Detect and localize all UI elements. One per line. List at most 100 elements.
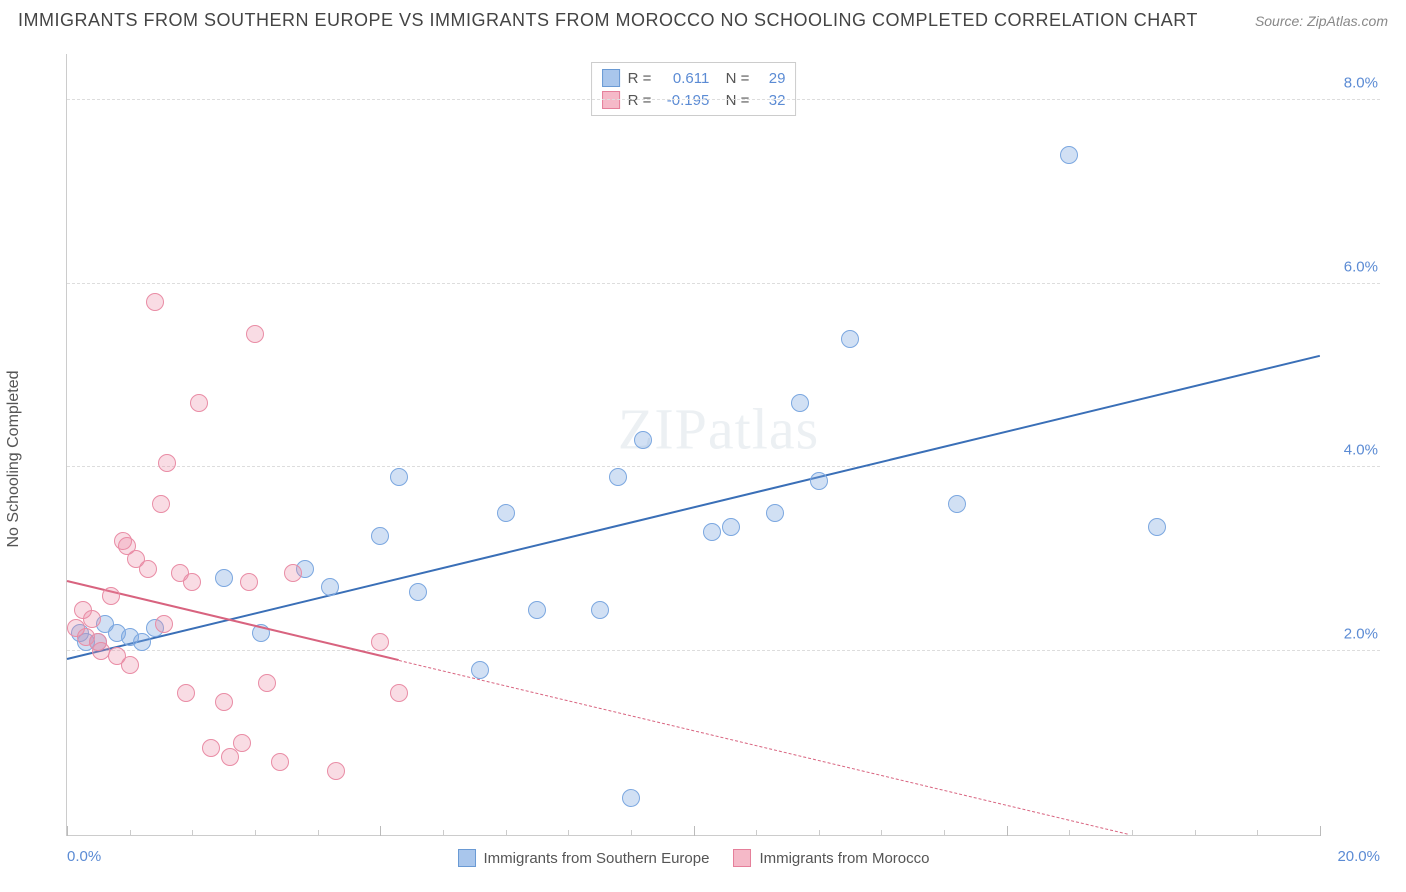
data-point — [183, 573, 201, 591]
watermark: ZIPatlas — [618, 395, 819, 462]
x-tick-minor — [1257, 830, 1258, 836]
data-point — [246, 325, 264, 343]
data-point — [240, 573, 258, 591]
data-point — [409, 583, 427, 601]
chart-container: No Schooling Completed ZIPatlas R = 0.61… — [18, 44, 1388, 874]
x-tick-minor — [631, 830, 632, 836]
data-point — [152, 495, 170, 513]
data-point — [722, 518, 740, 536]
legend-row: R = -0.195 N = 32 — [602, 89, 786, 111]
data-point — [791, 394, 809, 412]
data-point — [190, 394, 208, 412]
data-point — [83, 610, 101, 628]
data-point — [497, 504, 515, 522]
x-tick-minor — [255, 830, 256, 836]
x-tick — [380, 826, 381, 836]
data-point — [810, 472, 828, 490]
data-point — [321, 578, 339, 596]
legend-item: Immigrants from Morocco — [733, 849, 929, 867]
x-tick-minor — [881, 830, 882, 836]
data-point — [155, 615, 173, 633]
data-point — [471, 661, 489, 679]
data-point — [390, 684, 408, 702]
data-point — [271, 753, 289, 771]
legend-label: Immigrants from Morocco — [759, 850, 929, 867]
y-tick-label: 6.0% — [1344, 258, 1378, 275]
legend-row: R = 0.611 N = 29 — [602, 67, 786, 89]
data-point — [591, 601, 609, 619]
data-point — [146, 293, 164, 311]
data-point — [1060, 146, 1078, 164]
y-tick-label: 4.0% — [1344, 442, 1378, 459]
data-point — [133, 633, 151, 651]
x-tick-minor — [756, 830, 757, 836]
trend-line — [399, 660, 1127, 835]
legend-n-value: 29 — [757, 70, 785, 87]
data-point — [766, 504, 784, 522]
legend-r-value: -0.195 — [659, 92, 709, 109]
legend-swatch — [602, 69, 620, 87]
legend-swatch — [602, 91, 620, 109]
plot-area: ZIPatlas R = 0.611 N = 29R = -0.195 N = … — [66, 54, 1320, 836]
data-point — [215, 693, 233, 711]
data-point — [258, 674, 276, 692]
x-tick-minor — [1132, 830, 1133, 836]
data-point — [327, 762, 345, 780]
source-text: Source: ZipAtlas.com — [1255, 13, 1388, 29]
data-point — [284, 564, 302, 582]
x-tick-minor — [1069, 830, 1070, 836]
page-title: IMMIGRANTS FROM SOUTHERN EUROPE VS IMMIG… — [18, 10, 1198, 31]
x-tick — [1007, 826, 1008, 836]
x-tick-minor — [568, 830, 569, 836]
x-tick-minor — [944, 830, 945, 836]
data-point — [158, 454, 176, 472]
data-point — [233, 734, 251, 752]
data-point — [622, 789, 640, 807]
x-tick-minor — [819, 830, 820, 836]
legend-r-label: R = — [628, 92, 652, 109]
x-tick-minor — [443, 830, 444, 836]
data-point — [121, 656, 139, 674]
data-point — [215, 569, 233, 587]
legend-n-label: N = — [717, 92, 749, 109]
x-tick — [694, 826, 695, 836]
x-tick — [1320, 826, 1321, 836]
x-axis-max-label: 20.0% — [1337, 848, 1380, 865]
data-point — [609, 468, 627, 486]
x-tick-minor — [130, 830, 131, 836]
legend-swatch — [733, 849, 751, 867]
data-point — [177, 684, 195, 702]
gridline — [67, 99, 1380, 100]
gridline — [67, 466, 1380, 467]
correlation-legend: R = 0.611 N = 29R = -0.195 N = 32 — [591, 62, 797, 116]
x-tick-minor — [192, 830, 193, 836]
data-point — [390, 468, 408, 486]
data-point — [102, 587, 120, 605]
gridline — [67, 650, 1380, 651]
x-tick-minor — [318, 830, 319, 836]
trend-line — [67, 355, 1320, 660]
data-point — [634, 431, 652, 449]
data-point — [703, 523, 721, 541]
legend-r-label: R = — [628, 70, 652, 87]
legend-n-value: 32 — [757, 92, 785, 109]
data-point — [371, 633, 389, 651]
x-tick-minor — [506, 830, 507, 836]
data-point — [139, 560, 157, 578]
legend-item: Immigrants from Southern Europe — [458, 849, 710, 867]
legend-n-label: N = — [717, 70, 749, 87]
data-point — [1148, 518, 1166, 536]
y-tick-label: 8.0% — [1344, 74, 1378, 91]
legend-label: Immigrants from Southern Europe — [484, 850, 710, 867]
data-point — [528, 601, 546, 619]
x-axis-min-label: 0.0% — [67, 848, 101, 865]
data-point — [202, 739, 220, 757]
legend-r-value: 0.611 — [659, 70, 709, 87]
gridline — [67, 283, 1380, 284]
y-tick-label: 2.0% — [1344, 626, 1378, 643]
data-point — [948, 495, 966, 513]
x-tick-minor — [1195, 830, 1196, 836]
data-point — [371, 527, 389, 545]
y-axis-label: No Schooling Completed — [5, 371, 23, 548]
x-tick — [67, 826, 68, 836]
